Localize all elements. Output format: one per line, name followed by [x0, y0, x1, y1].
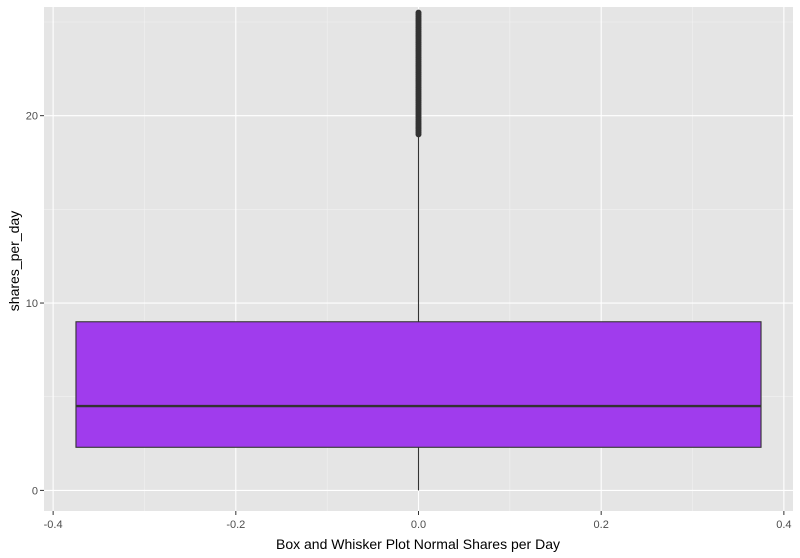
- y-tick-label: 20: [26, 111, 38, 123]
- x-tick-label: -0.2: [226, 519, 245, 531]
- box-and-whisker: [75, 9, 762, 491]
- x-tick-label: 0.4: [776, 519, 791, 531]
- y-tick-label: 10: [26, 298, 38, 310]
- outlier-point: [415, 9, 422, 16]
- x-axis-title: Box and Whisker Plot Normal Shares per D…: [276, 536, 560, 552]
- x-tick-label: 0.0: [411, 519, 426, 531]
- x-tick-label: 0.2: [594, 519, 609, 531]
- box-iqr: [75, 321, 762, 448]
- x-axis-ticks: -0.4 -0.2 0.0 0.2 0.4: [44, 511, 792, 531]
- y-axis-title: shares_per_day: [6, 211, 22, 311]
- y-tick-label: 0: [32, 485, 38, 497]
- y-axis-ticks: 0 10 20: [26, 111, 44, 497]
- x-tick-label: -0.4: [44, 519, 63, 531]
